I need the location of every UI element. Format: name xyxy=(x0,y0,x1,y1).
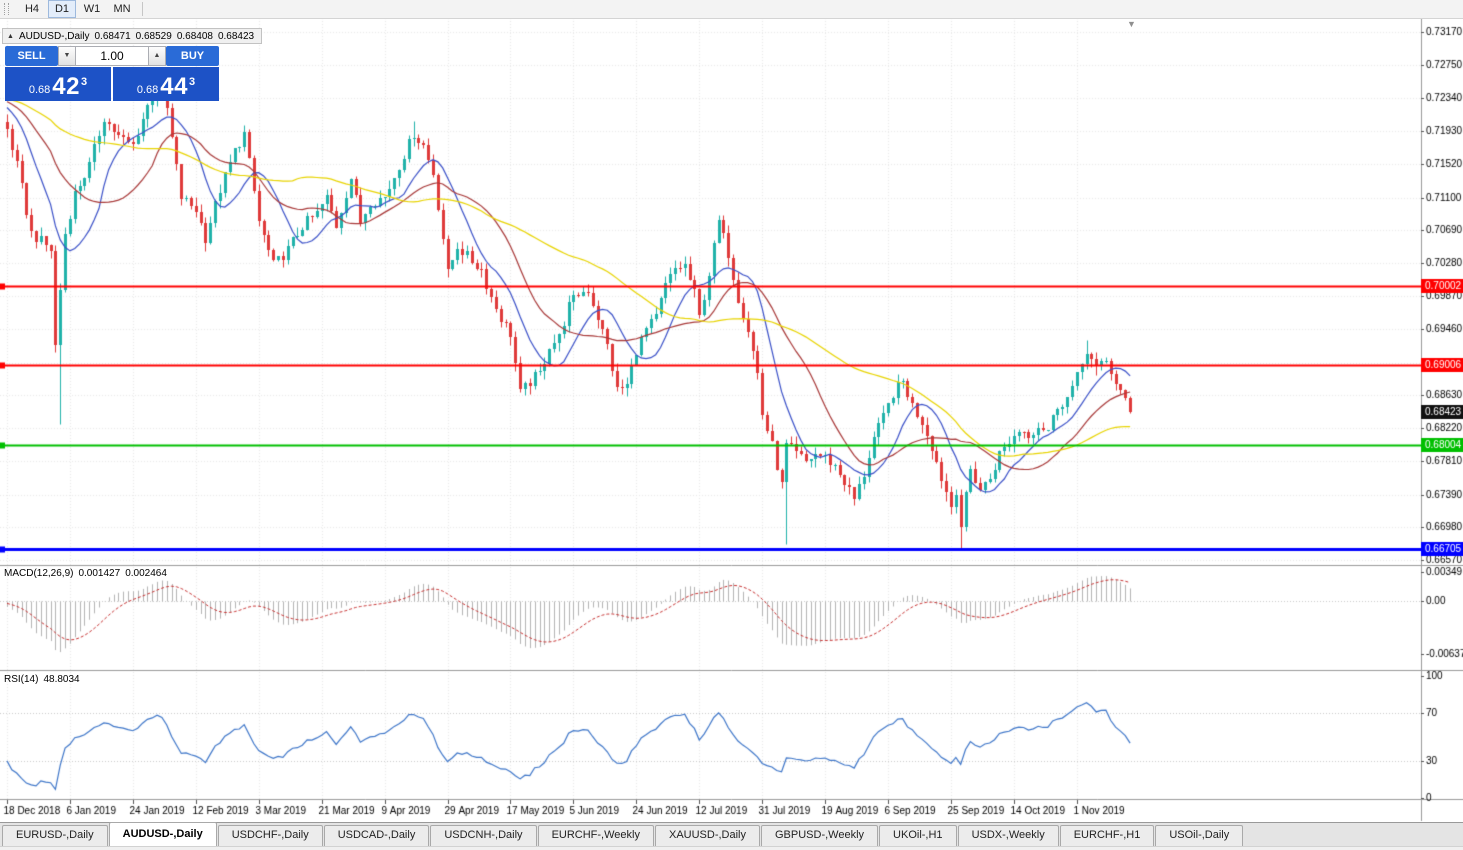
chart-symbol-icon: ▲ xyxy=(7,32,14,40)
buy-price-small: 0.68 xyxy=(136,84,159,96)
chart-symbol-label: AUDUSD-,Daily xyxy=(18,30,90,42)
timeframe-button-d1[interactable]: D1 xyxy=(48,0,76,18)
macd-indicator-label: MACD(12,26,9) 0.001427 0.002464 xyxy=(4,568,172,579)
buy-price-display[interactable]: 0.68 44 3 xyxy=(113,67,219,101)
chart-tab-8[interactable]: UKOil-,H1 xyxy=(879,825,957,846)
timeframe-buttons: H4 D1 W1 MN xyxy=(17,0,137,18)
chart-tab-3[interactable]: USDCAD-,Daily xyxy=(323,825,430,846)
chart-tab-5[interactable]: EURCHF-,Weekly xyxy=(537,825,654,846)
quote-close: 0.68423 xyxy=(217,30,255,42)
rsi-value: 48.8034 xyxy=(43,674,80,685)
chart-tab-1[interactable]: AUDUSD-,Daily xyxy=(108,822,217,846)
volume-down-icon: ▼ xyxy=(63,52,71,59)
toolbar-separator xyxy=(142,2,143,16)
buy-button[interactable]: BUY xyxy=(166,46,219,66)
chart-tab-11[interactable]: USOil-,Daily xyxy=(1155,825,1244,846)
chart-tab-2[interactable]: USDCHF-,Daily xyxy=(217,825,323,846)
volume-increase-button[interactable]: ▲ xyxy=(148,46,166,66)
macd-value-main: 0.001427 xyxy=(78,568,121,579)
chart-tab-4[interactable]: USDCNH-,Daily xyxy=(430,825,537,846)
chart-tab-10[interactable]: EURCHF-,H1 xyxy=(1059,825,1155,846)
chart-tab-0[interactable]: EURUSD-,Daily xyxy=(2,825,108,846)
quote-low: 0.68408 xyxy=(176,30,213,42)
sell-price-sup: 3 xyxy=(81,76,88,88)
sell-price-small: 0.68 xyxy=(28,84,51,96)
timeframe-button-h4[interactable]: H4 xyxy=(24,3,40,15)
volume-up-icon: ▲ xyxy=(153,52,161,59)
toolbar-grip-icon[interactable] xyxy=(4,3,9,15)
macd-value-signal: 0.002464 xyxy=(125,568,167,579)
chart-tab-7[interactable]: GBPUSD-,Weekly xyxy=(761,825,879,846)
timeframe-button-mn[interactable]: MN xyxy=(113,3,131,15)
one-click-trade-panel: SELL ▼ 1.00 ▲ BUY 0.68 42 3 0.68 44 3 xyxy=(5,46,219,101)
quote-high: 0.68529 xyxy=(135,30,172,42)
bottom-scrollbar[interactable] xyxy=(0,846,1463,850)
rsi-indicator-label: RSI(14) 48.8034 xyxy=(4,674,85,685)
volume-input[interactable]: 1.00 xyxy=(76,46,148,66)
sell-button[interactable]: SELL xyxy=(5,46,58,66)
timeframe-button-w1[interactable]: W1 xyxy=(83,3,101,15)
rsi-name: RSI(14) xyxy=(4,674,39,685)
macd-name: MACD(12,26,9) xyxy=(4,568,74,579)
quote-open: 0.68471 xyxy=(94,30,131,42)
chart-shift-icon[interactable]: ▼ xyxy=(1127,19,1136,29)
chart-title-bar[interactable]: ▲ AUDUSD-,Daily 0.68471 0.68529 0.68408 … xyxy=(2,28,263,44)
volume-decrease-button[interactable]: ▼ xyxy=(58,46,76,66)
buy-price-sup: 3 xyxy=(189,76,196,88)
timeframe-toolbar: H4 D1 W1 MN xyxy=(0,0,1463,19)
sell-price-display[interactable]: 0.68 42 3 xyxy=(5,67,111,101)
chart-tabs-bar: EURUSD-,Daily AUDUSD-,Daily USDCHF-,Daily U… xyxy=(0,822,1463,846)
chart-tab-6[interactable]: XAUUSD-,Daily xyxy=(654,825,760,846)
chart-tab-9[interactable]: USDX-,Weekly xyxy=(957,825,1059,846)
buy-price-big: 44 xyxy=(160,73,188,100)
sell-price-big: 42 xyxy=(52,73,80,100)
